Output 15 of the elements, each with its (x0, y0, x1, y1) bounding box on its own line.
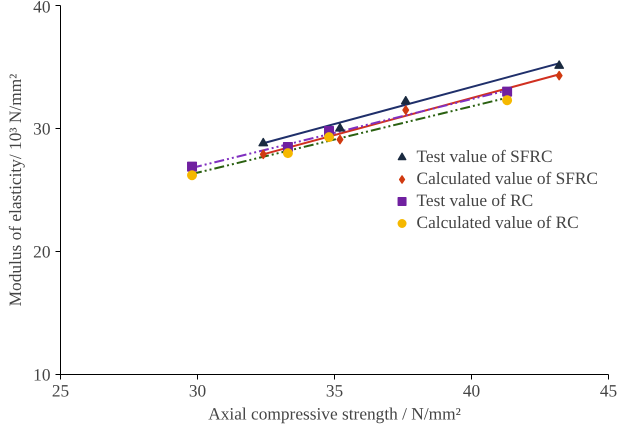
legend-label: Test value of RC (416, 190, 534, 210)
x-tick-label: 25 (52, 382, 70, 400)
legend-label: Calculated value of SFRC (416, 168, 598, 188)
legend-label: Calculated value of RC (416, 212, 579, 232)
y-tick-label: 30 (33, 120, 50, 138)
x-tick-label: 40 (462, 382, 480, 400)
y-axis-title: Modulus of elasticity/ 10³ N/mm² (6, 74, 26, 306)
x-tick-label: 35 (326, 382, 344, 400)
x-tick-label: 45 (600, 382, 618, 400)
y-tick-label: 10 (33, 366, 50, 384)
x-tick-label: 30 (188, 382, 206, 400)
y-tick-label: 40 (33, 0, 50, 16)
x-axis-title: Axial compressive strength / N/mm² (208, 404, 461, 424)
legend-label: Test value of SFRC (416, 146, 553, 166)
y-tick-label: 20 (33, 242, 50, 262)
